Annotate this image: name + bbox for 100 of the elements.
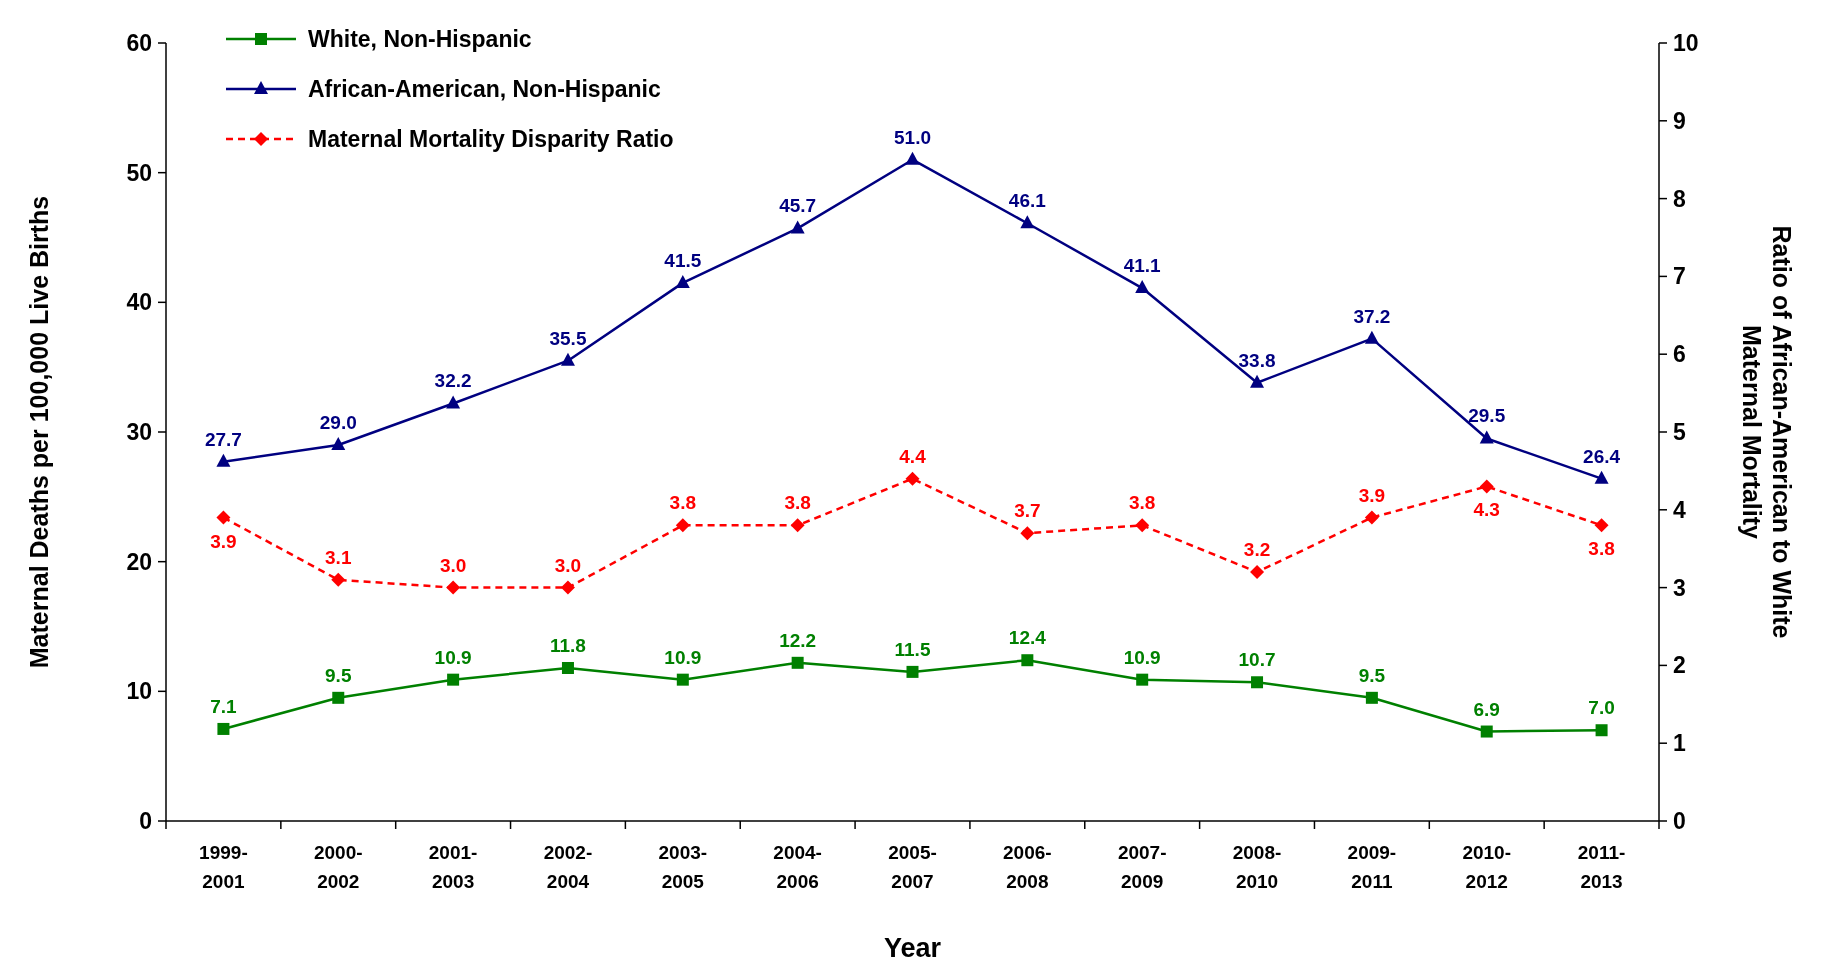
data-label: 33.8 (1238, 349, 1276, 371)
x-tick-label: 1999-2001 (199, 842, 248, 892)
point (676, 673, 689, 686)
data-label: 9.5 (1358, 664, 1386, 686)
y-tick-label: 30 (126, 419, 152, 445)
x-tick-label: 2008-2010 (1232, 842, 1282, 892)
y2-tick-label: 6 (1673, 341, 1686, 368)
legend-label: Maternal Mortality Disparity Ratio (308, 126, 674, 152)
data-label: 10.9 (1123, 646, 1161, 668)
point (1135, 280, 1150, 294)
point (675, 518, 690, 533)
point (1594, 470, 1609, 484)
point (905, 151, 920, 165)
data-label: 10.9 (664, 646, 702, 668)
point (790, 220, 805, 234)
point (1021, 654, 1034, 667)
point (1365, 691, 1378, 704)
data-label: 12.2 (779, 629, 817, 651)
data-label: 12.4 (1008, 627, 1047, 649)
y2-tick-label: 9 (1673, 107, 1686, 134)
y-axis-title: Maternal Deaths per 100,000 Live Births (25, 195, 53, 669)
data-label: 6.9 (1473, 698, 1500, 720)
point (1135, 518, 1150, 533)
point (905, 471, 920, 486)
data-label: 11.8 (549, 634, 586, 656)
point (675, 274, 690, 288)
x-tick-label: 2002-2004 (543, 842, 593, 892)
point (790, 518, 805, 533)
data-label: 46.1 (1008, 190, 1047, 212)
data-label: 29.0 (319, 411, 357, 433)
legend-label: White, Non-Hispanic (308, 26, 532, 52)
data-label: 4.4 (899, 445, 927, 467)
data-label: 45.7 (779, 195, 817, 217)
x-axis-title: Year (883, 933, 942, 963)
x-tick-label: 2010-2012 (1462, 842, 1512, 892)
point (906, 665, 919, 678)
data-label: 35.5 (549, 327, 587, 349)
data-label: 3.9 (1358, 484, 1386, 506)
point (1250, 565, 1265, 580)
point (332, 691, 345, 704)
point (560, 580, 575, 595)
y-tick-label: 20 (126, 548, 152, 575)
point (446, 395, 461, 409)
y2-tick-label: 0 (1673, 808, 1686, 834)
legend-label: African-American, Non-Hispanic (308, 76, 661, 102)
point (1594, 518, 1609, 533)
point (791, 656, 804, 669)
point (561, 661, 574, 674)
data-label: 3.9 (210, 530, 237, 552)
data-label: 26.4 (1583, 445, 1621, 467)
data-label: 41.1 (1123, 255, 1162, 277)
data-label: 3.8 (669, 492, 697, 514)
y2-tick-label: 2 (1673, 652, 1686, 679)
point (216, 510, 231, 525)
y2-tick-label: 1 (1673, 730, 1686, 757)
data-label: 3.7 (1014, 500, 1041, 522)
y2-axis-title: Ratio of African-American to White Maternal Mortality (1738, 225, 1796, 639)
point (1364, 510, 1379, 525)
point (1136, 673, 1149, 686)
data-label: 10.7 (1238, 649, 1276, 671)
x-tick-label: 2004-2006 (773, 842, 822, 892)
point (447, 673, 460, 686)
data-label: 51.0 (894, 126, 931, 148)
y-tick-label: 40 (126, 289, 152, 316)
data-label: 7.1 (210, 695, 238, 717)
point (1250, 374, 1265, 388)
data-label: 27.7 (204, 428, 242, 450)
y-tick-label: 10 (126, 678, 152, 705)
data-label: 3.1 (325, 546, 352, 568)
point (1479, 430, 1494, 444)
data-label: 10.9 (434, 646, 472, 668)
data-label: 9.5 (325, 664, 352, 686)
point (1480, 725, 1493, 738)
point (217, 722, 230, 735)
data-label: 3.8 (784, 492, 811, 514)
x-tick-label: 2003-2005 (658, 842, 708, 892)
y-tick-label: 0 (139, 808, 152, 834)
data-label: 3.2 (1243, 539, 1271, 561)
y2-tick-label: 4 (1673, 496, 1686, 523)
data-label: 37.2 (1353, 305, 1391, 327)
point (446, 580, 461, 595)
y2-tick-label: 10 (1673, 30, 1699, 56)
data-label: 3.0 (439, 554, 467, 576)
point (1364, 330, 1379, 344)
point (1479, 479, 1494, 494)
y2-tick-label: 8 (1673, 185, 1686, 212)
point (216, 453, 231, 467)
point (1595, 724, 1608, 737)
point (1251, 676, 1264, 689)
data-label: 11.5 (894, 638, 931, 660)
x-tick-label: 2009-2011 (1347, 842, 1397, 892)
x-tick-label: 2011-2013 (1577, 842, 1626, 892)
y2-tick-label: 7 (1673, 263, 1686, 290)
x-tick-label: 2006-2008 (1003, 842, 1052, 892)
data-label: 3.0 (554, 554, 582, 576)
x-tick-label: 2005-2007 (888, 842, 937, 892)
point (560, 352, 575, 366)
y-tick-label: 60 (126, 30, 152, 56)
x-tick-label: 2007-2009 (1117, 842, 1167, 892)
data-label: 3.8 (1588, 538, 1615, 560)
